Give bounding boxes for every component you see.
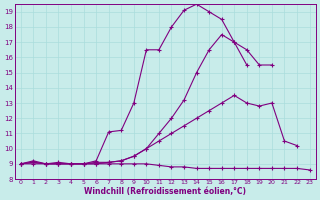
X-axis label: Windchill (Refroidissement éolien,°C): Windchill (Refroidissement éolien,°C) [84,187,246,196]
